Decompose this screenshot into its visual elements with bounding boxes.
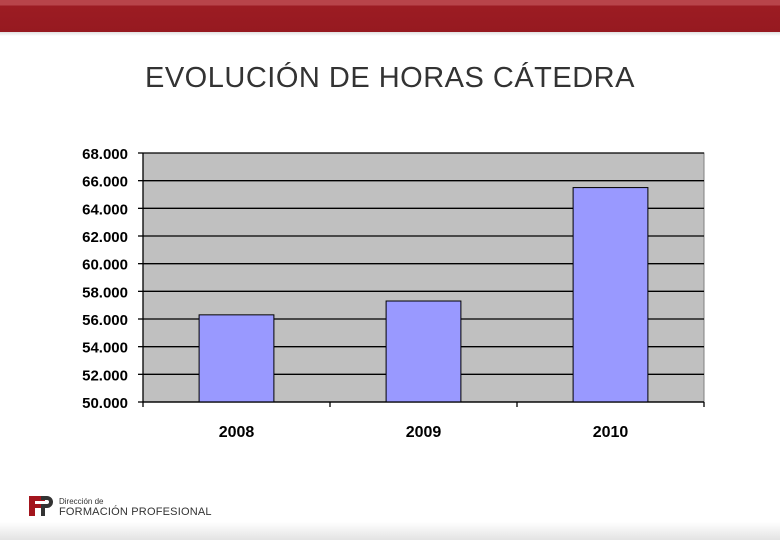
x-tick-label: 2008 (219, 424, 255, 441)
y-tick-label: 68.000 (82, 146, 128, 163)
fp-logo-icon (29, 496, 53, 516)
logo-line-1: Dirección de (59, 497, 104, 506)
x-tick-labels: 2008 2009 2010 (219, 424, 629, 441)
y-tick-label: 60.000 (82, 257, 128, 274)
slide-title: EVOLUCIÓN DE HORAS CÁTEDRA (145, 62, 635, 94)
bar-2009 (385, 300, 462, 403)
bar-2010 (572, 187, 649, 403)
y-tick-label: 54.000 (82, 340, 128, 357)
y-tick-label: 52.000 (82, 367, 128, 384)
x-tick-label: 2009 (406, 424, 442, 441)
y-tick-label: 64.000 (82, 201, 128, 218)
header-band (0, 0, 780, 32)
x-tick-label: 2010 (593, 424, 629, 441)
y-tick-label: 58.000 (82, 284, 128, 301)
bar-2008 (198, 314, 275, 403)
y-tick-label: 50.000 (82, 395, 128, 412)
y-tick-label: 56.000 (82, 312, 128, 329)
bars (198, 187, 649, 403)
y-tick-labels: 50.000 52.000 54.000 56.000 58.000 60.000 62.0… (82, 146, 128, 412)
y-tick-label: 62.000 (82, 229, 128, 246)
logo-line-2: FORMACIÓN PROFESIONAL (59, 506, 212, 518)
header-band-shadow (0, 32, 780, 36)
footer-logo: Dirección de FORMACIÓN PROFESIONAL (28, 493, 228, 523)
axes (138, 152, 705, 407)
y-tick-label: 66.000 (82, 174, 128, 191)
bottom-shade (0, 522, 780, 540)
